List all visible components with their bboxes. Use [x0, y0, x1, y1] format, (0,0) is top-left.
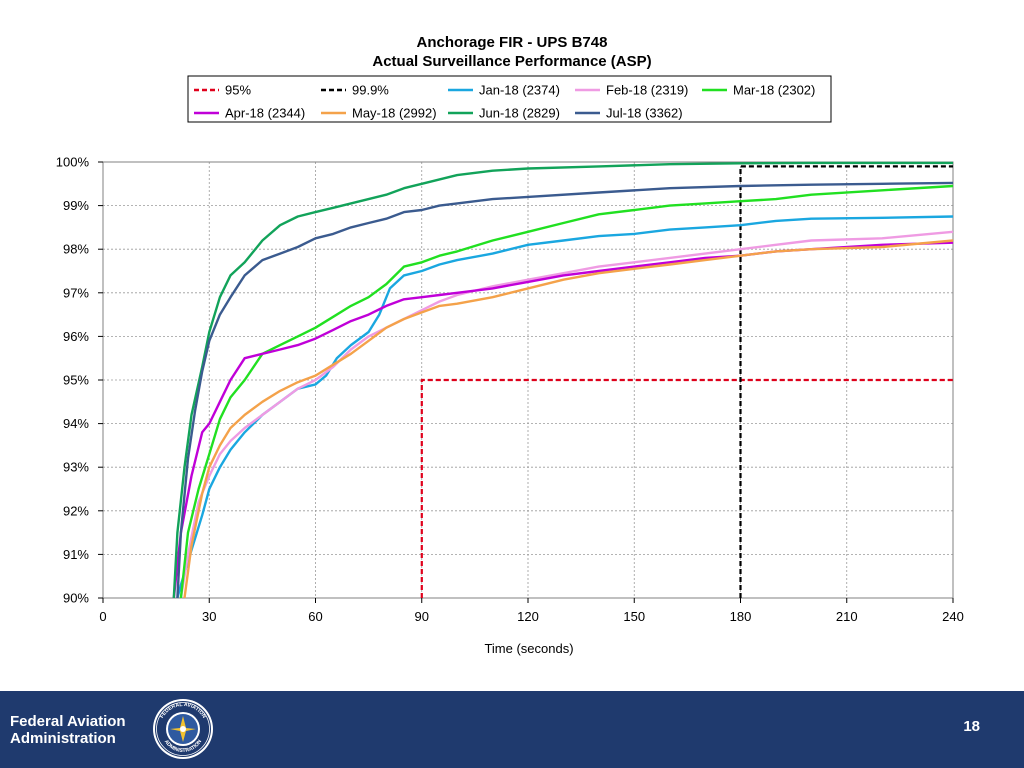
x-tick-label: 60 — [308, 609, 322, 624]
organization-name: Federal Aviation Administration — [10, 713, 126, 747]
legend-label: May-18 (2992) — [352, 106, 437, 121]
y-tick-label: 95% — [63, 373, 89, 388]
y-tick-label: 99% — [63, 198, 89, 213]
legend-label: 99.9% — [352, 83, 389, 98]
org-name-line-1: Federal Aviation — [10, 713, 126, 730]
series-line-6 — [183, 239, 954, 599]
legend-item: Feb-18 (2319) — [575, 83, 688, 98]
series-line-5 — [172, 241, 954, 599]
legend-item: 95% — [194, 83, 251, 98]
legend-label: Jan-18 (2374) — [479, 83, 560, 98]
y-tick-label: 90% — [63, 591, 89, 606]
chart-title-line-1: Anchorage FIR - UPS B748 — [417, 34, 608, 51]
legend-item: Mar-18 (2302) — [702, 83, 815, 98]
chart: Anchorage FIR - UPS B748 Actual Surveill… — [56, 34, 964, 656]
series-line-4 — [179, 184, 954, 599]
chart-legend: 95% 99.9% Jan-18 (2374) Feb-18 (2319) Mar-18… — [187, 75, 832, 123]
legend-box — [187, 75, 832, 123]
plot-area: 0 30 60 90 120 150 180 210 240 90% 91% 92% 93% 94% 95%… — [56, 155, 964, 625]
y-tick-label: 94% — [63, 416, 89, 431]
legend-label: Jun-18 (2829) — [479, 106, 560, 121]
series-line-2 — [176, 215, 954, 599]
x-tick-label: 150 — [623, 609, 645, 624]
series-line-8 — [176, 181, 954, 599]
series-group — [172, 161, 954, 599]
series-line-7 — [172, 161, 953, 599]
legend-label: Jul-18 (3362) — [606, 106, 683, 121]
legend-label: Feb-18 (2319) — [606, 83, 688, 98]
legend-item: Jun-18 (2829) — [448, 106, 560, 121]
y-tick-label: 100% — [56, 155, 90, 170]
legend-item: Jul-18 (3362) — [575, 106, 683, 121]
y-tick-label: 92% — [63, 503, 89, 518]
x-tick-label: 90 — [415, 609, 429, 624]
legend-item: 99.9% — [321, 83, 389, 98]
series-line-3 — [179, 230, 954, 599]
legend-item: Jan-18 (2374) — [448, 83, 560, 98]
y-tick-label: 97% — [63, 285, 89, 300]
legend-label: Mar-18 (2302) — [733, 83, 815, 98]
x-tick-label: 240 — [942, 609, 964, 624]
x-tick-label: 120 — [517, 609, 539, 624]
x-axis-label: Time (seconds) — [484, 641, 573, 656]
legend-label: 95% — [225, 83, 251, 98]
org-name-line-2: Administration — [10, 730, 116, 747]
x-tick-label: 180 — [730, 609, 752, 624]
page-number: 18 — [963, 718, 980, 735]
legend-label: Apr-18 (2344) — [225, 106, 305, 121]
legend-item: Apr-18 (2344) — [194, 106, 305, 121]
y-tick-label: 98% — [63, 242, 89, 257]
y-tick-label: 93% — [63, 460, 89, 475]
x-tick-label: 30 — [202, 609, 216, 624]
x-tick-label: 210 — [836, 609, 858, 624]
legend-item: May-18 (2992) — [321, 106, 437, 121]
footer-bar: Federal Aviation Administration FEDERAL … — [0, 691, 1024, 768]
x-tick-label: 0 — [99, 609, 106, 624]
faa-seal-logo: FEDERAL AVIATION ADMINISTRATION — [153, 699, 213, 759]
y-tick-label: 96% — [63, 329, 89, 344]
y-tick-label: 91% — [63, 547, 89, 562]
series-line-0 — [420, 378, 953, 598]
chart-title-line-2: Actual Surveillance Performance (ASP) — [372, 53, 651, 70]
